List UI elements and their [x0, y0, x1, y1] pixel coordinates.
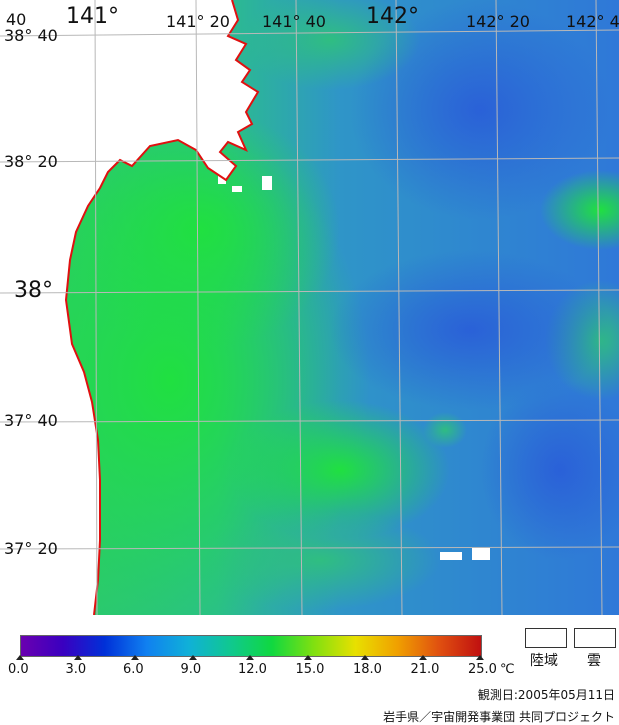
cloud-patches	[218, 176, 490, 560]
colorbar-tick-label: 6.0	[123, 662, 144, 677]
land-area	[0, 0, 258, 615]
colorbar-tick-label: 0.0	[8, 662, 29, 677]
cloud-legend-swatch	[574, 628, 616, 648]
lat-label-38-20: 38° 20	[4, 152, 58, 171]
land-legend-swatch	[525, 628, 567, 648]
lat-label-38: 38°	[14, 278, 53, 303]
colorbar-tick-label: 9.0	[180, 662, 202, 677]
lat-label-37-20: 37° 20	[4, 539, 58, 558]
lon-label-142-20: 142° 20	[466, 12, 530, 31]
colorbar-tick-mark	[131, 655, 139, 660]
sea-surface-temperature-map	[0, 0, 619, 615]
lon-label-141-20: 141° 20	[166, 12, 230, 31]
lon-label-141: 141°	[66, 4, 119, 29]
observation-date: 観測日:2005年05月11日	[477, 688, 615, 702]
colorbar-tick-mark	[73, 655, 82, 660]
lon-label-141-40: 141° 40	[262, 12, 326, 31]
colorbar-tick-label: 12.0	[238, 662, 267, 677]
colorbar-tick-mark	[246, 655, 254, 660]
colorbar-tick-mark	[361, 655, 369, 660]
temperature-colorbar	[20, 635, 482, 657]
colorbar-tick-mark	[476, 655, 484, 660]
colorbar-unit: ℃	[500, 662, 515, 677]
lat-lon-grid	[0, 0, 619, 615]
lon-label-142: 142°	[366, 4, 419, 29]
colorbar-tick-label: 3.0	[65, 662, 87, 677]
colorbar-tick-mark	[303, 655, 312, 660]
colorbar-tick-label: 15.0	[295, 662, 325, 677]
lon-label-142-40: 142° 40	[566, 12, 619, 31]
colorbar-tick-mark	[188, 655, 197, 660]
colorbar-tick-mark	[418, 655, 427, 660]
colorbar-tick-mark	[16, 655, 24, 660]
lat-label-38-40: 38° 40	[4, 26, 58, 45]
lat-label-37-40: 37° 40	[4, 411, 58, 430]
colorbar-tick-label: 18.0	[353, 662, 382, 677]
land-legend-label: 陸域	[530, 653, 558, 669]
coastline	[64, 0, 260, 615]
colorbar-tick-label: 25.0	[468, 662, 497, 677]
corner-label-fragment: 40	[6, 10, 27, 29]
project-credit: 岩手県／宇宙開発事業団 共同プロジェクト	[383, 710, 615, 724]
colorbar-tick-label: 21.0	[410, 662, 440, 677]
cloud-legend-label: 雲	[587, 653, 601, 669]
